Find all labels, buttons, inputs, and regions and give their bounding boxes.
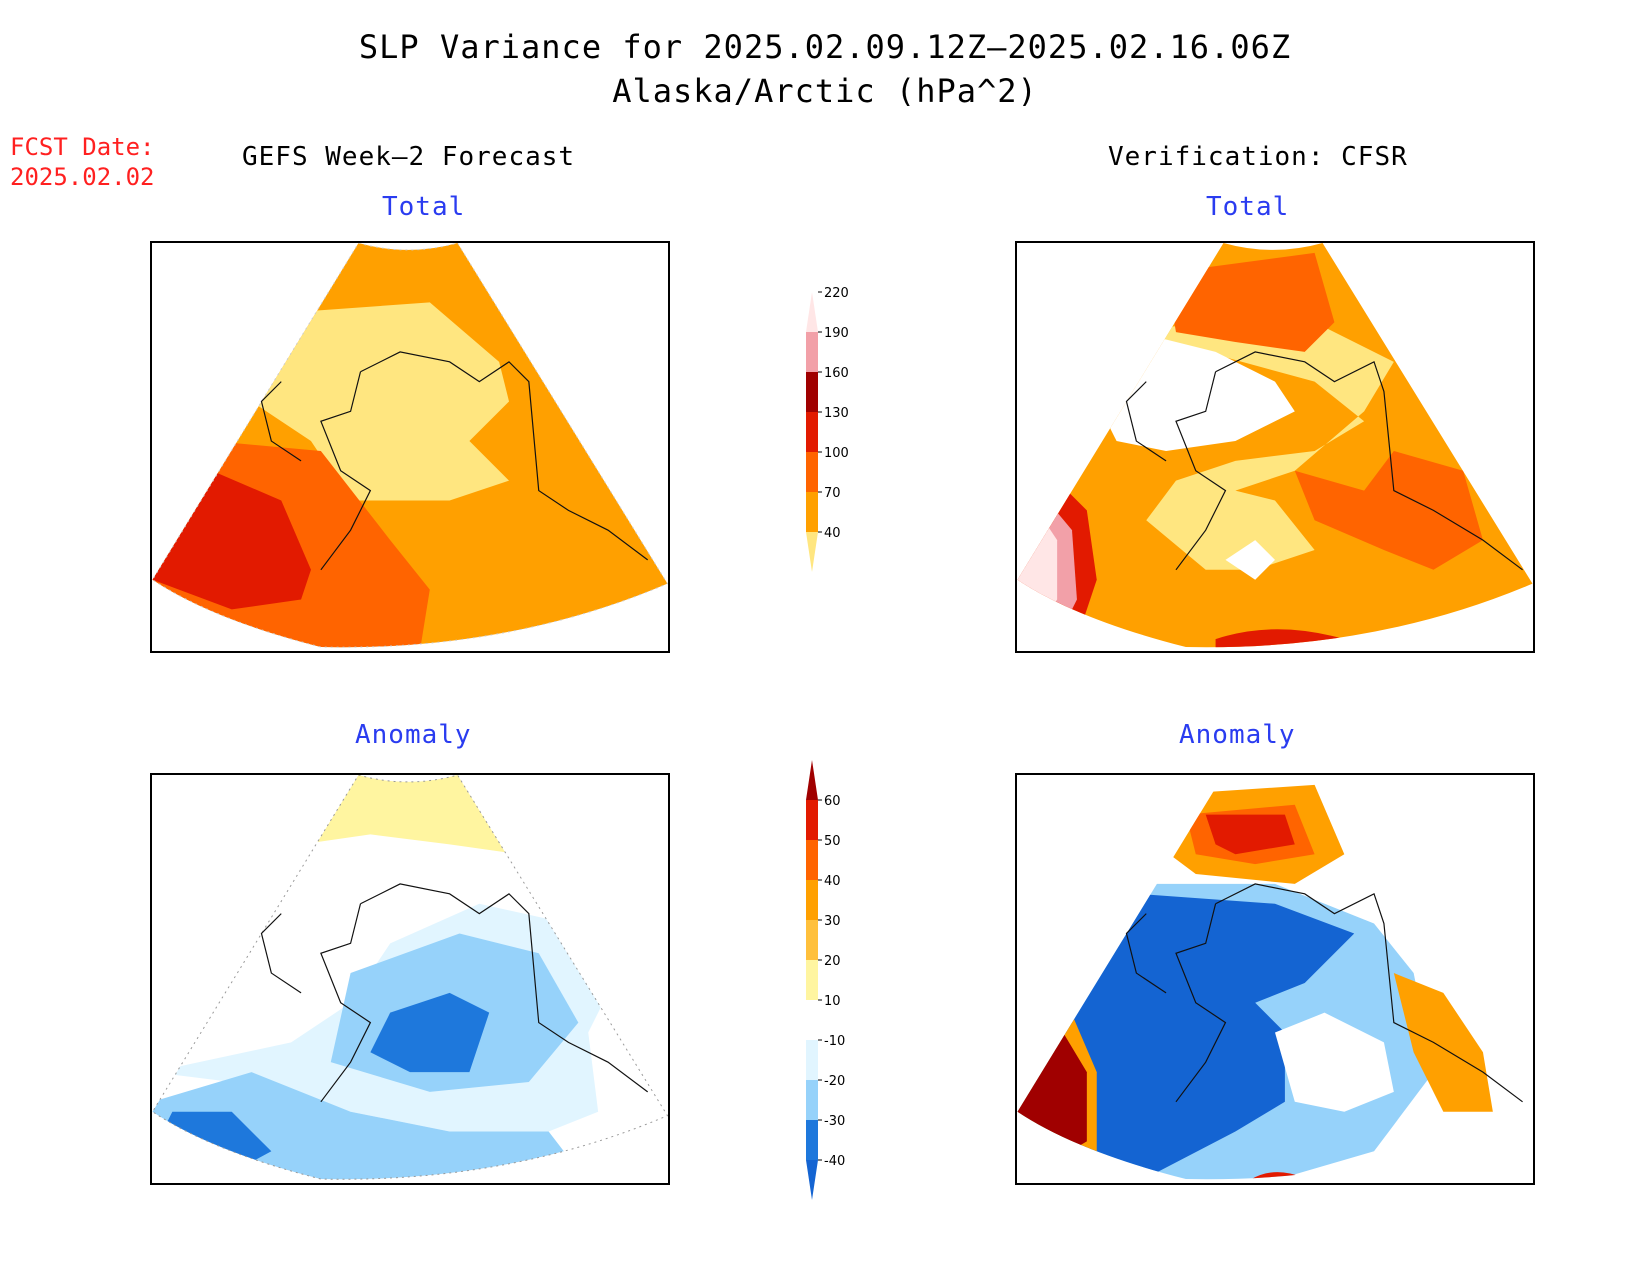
colorbar-anomaly-swatch	[806, 960, 818, 1000]
fcst-date-value: 2025.02.02	[10, 163, 155, 191]
colorbar-total-tick-label: 70	[824, 486, 841, 501]
colorbar-total-tick-label: 130	[824, 406, 849, 421]
colorbar-anomaly-swatch	[806, 1120, 818, 1160]
panel-title-forecast-anomaly: Anomaly	[355, 720, 472, 750]
colorbar-anomaly-swatch	[806, 1000, 818, 1040]
colorbar-total-tick-label: 160	[824, 366, 849, 381]
colorbar-total-tick-label: 190	[824, 326, 849, 341]
colorbar-total-swatch	[806, 412, 818, 452]
colorbar-total-swatch	[806, 332, 818, 372]
chart-title: SLP Variance for 2025.02.09.12Z–2025.02.…	[358, 28, 1292, 66]
colorbar-anomaly-tick-label: 50	[824, 834, 841, 849]
colorbar-total-swatch	[806, 492, 818, 532]
colorbar-total-tick-label: 220	[824, 286, 849, 301]
colorbar-total-tick-label: 100	[824, 446, 849, 461]
panel-title-forecast-total: Total	[382, 192, 466, 222]
colorbar-anomaly: -40 -30 -20 -10 10 20 30 40 50 60	[806, 760, 845, 1200]
panel-title-verification-total: Total	[1206, 192, 1290, 222]
colorbar-anomaly-tick-label: -40	[824, 1154, 845, 1169]
colorbar-total-swatch	[806, 292, 818, 332]
colorbar-anomaly-swatch	[806, 760, 818, 800]
column-header-forecast: GEFS Week–2 Forecast	[242, 142, 576, 172]
colorbar-anomaly-swatch	[806, 880, 818, 920]
chart-subtitle: Alaska/Arctic (hPa^2)	[612, 72, 1038, 110]
colorbar-anomaly-tick-label: -20	[824, 1074, 845, 1089]
colorbar-anomaly-swatch	[806, 800, 818, 840]
colorbar-anomaly-tick-label: 10	[824, 994, 841, 1009]
colorbar-anomaly-tick-label: -10	[824, 1034, 845, 1049]
colorbar-anomaly-swatch	[806, 840, 818, 880]
colorbar-total-swatch	[806, 452, 818, 492]
map-forecast-anomaly	[150, 773, 670, 1185]
colorbar-anomaly-swatch	[806, 920, 818, 960]
column-header-verification: Verification: CFSR	[1108, 142, 1408, 172]
fcst-date-label: FCST Date:	[10, 133, 155, 161]
map-verification-total	[1015, 241, 1535, 653]
colorbar-total-tick-label: 40	[824, 526, 841, 541]
map-forecast-total	[150, 241, 670, 653]
colorbar-anomaly-swatch	[806, 1080, 818, 1120]
panel-title-verification-anomaly: Anomaly	[1179, 720, 1296, 750]
colorbar-anomaly-tick-label: -30	[824, 1114, 845, 1129]
colorbar-anomaly-swatch	[806, 1160, 818, 1200]
map-verification-anomaly	[1015, 773, 1535, 1185]
colorbar-anomaly-tick-label: 30	[824, 914, 841, 929]
colorbar-anomaly-tick-label: 60	[824, 794, 841, 809]
colorbar-anomaly-tick-label: 40	[824, 874, 841, 889]
colorbar-anomaly-tick-label: 20	[824, 954, 841, 969]
colorbar-total-swatch	[806, 372, 818, 412]
colorbar-total-swatch	[806, 532, 818, 572]
colorbar-anomaly-swatch	[806, 1040, 818, 1080]
colorbar-total: 40 70 100 130 160 190 220	[806, 286, 849, 572]
